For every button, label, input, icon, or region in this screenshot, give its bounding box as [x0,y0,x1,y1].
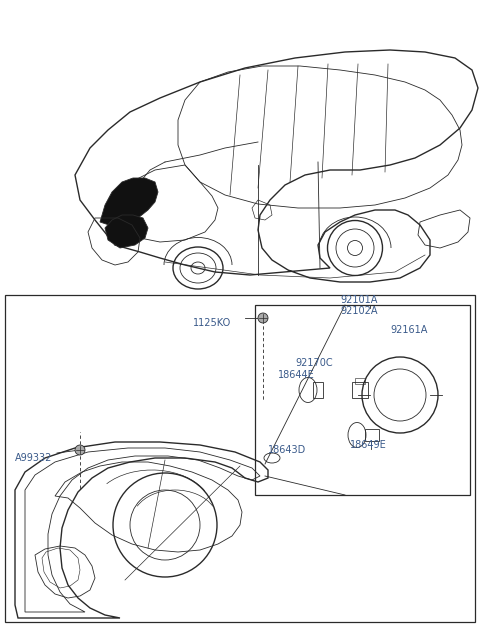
Bar [255,305,470,495]
Text: 92102A: 92102A [340,306,377,316]
Bar [355,378,365,384]
Bar [352,382,368,398]
Text: A99332: A99332 [15,453,52,463]
Text: 92101A: 92101A [340,295,377,305]
Text: 92170C: 92170C [295,358,333,368]
Bar [5,295,475,622]
Bar [313,382,323,398]
Circle shape [258,313,268,323]
Text: 18649E: 18649E [350,440,387,450]
Text: 18644E: 18644E [278,370,315,380]
Bar [365,429,379,441]
Text: 1125KO: 1125KO [193,318,231,328]
Text: 92161A: 92161A [390,325,427,335]
Text: 18643D: 18643D [268,445,306,455]
Circle shape [75,445,85,455]
Polygon shape [100,178,158,228]
Polygon shape [105,215,148,248]
